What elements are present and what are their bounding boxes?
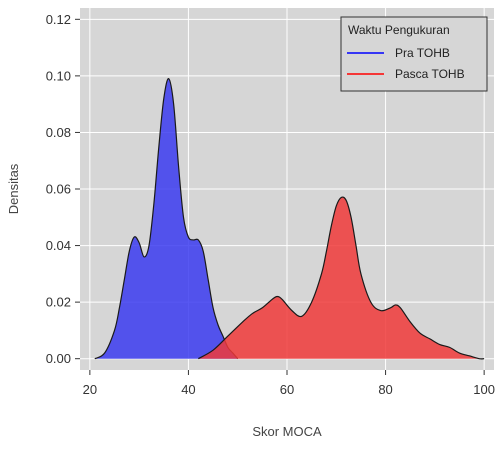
y-tick-label: 0.02 <box>46 295 71 310</box>
x-axis-ticks: 20 40 60 80 100 <box>83 370 495 397</box>
y-tick-label: 0.00 <box>46 351 71 366</box>
y-tick-label: 0.04 <box>46 238 71 253</box>
density-outline-pasca-tohb <box>197 196 485 360</box>
legend: Waktu Pengukuran Pra TOHB Pasca TOHB <box>340 16 488 92</box>
x-tick-label: 60 <box>280 382 294 397</box>
legend-title: Waktu Pengukuran <box>348 23 450 37</box>
legend-label-pasca-tohb: Pasca TOHB <box>395 67 465 81</box>
x-tick-label: 40 <box>181 382 195 397</box>
x-axis-title: Skor MOCA <box>252 424 322 439</box>
legend-label-pra-tohb: Pra TOHB <box>395 46 450 60</box>
y-tick-label: 0.06 <box>46 182 71 197</box>
density-area-pasca-tohb <box>198 197 485 359</box>
y-axis-ticks: 0.00 0.02 0.04 0.06 0.08 0.10 0.12 <box>46 12 80 366</box>
y-tick-label: 0.08 <box>46 125 71 140</box>
x-tick-label: 100 <box>473 382 495 397</box>
x-tick-label: 80 <box>378 382 392 397</box>
density-outline-pra-tohb <box>94 78 239 360</box>
y-tick-label: 0.10 <box>46 68 71 83</box>
y-axis-title: Densitas <box>6 163 21 214</box>
density-areas <box>94 78 485 360</box>
y-tick-label: 0.12 <box>46 12 71 27</box>
x-tick-label: 20 <box>83 382 97 397</box>
legend-box <box>340 16 488 92</box>
density-area-pra-tohb <box>94 78 238 359</box>
